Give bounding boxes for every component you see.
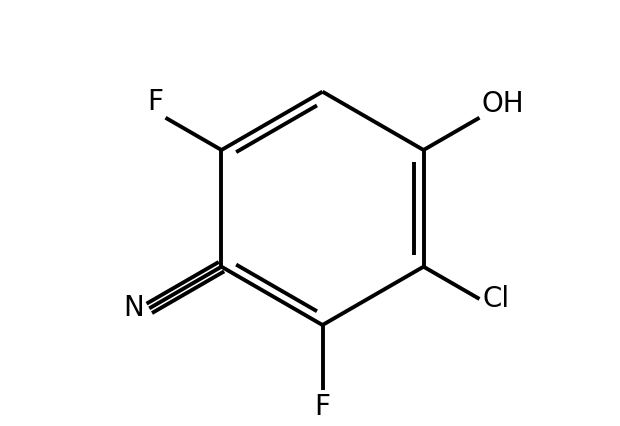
Text: F: F	[148, 88, 164, 115]
Text: OH: OH	[482, 90, 524, 118]
Text: Cl: Cl	[483, 285, 510, 313]
Text: F: F	[314, 393, 330, 421]
Text: N: N	[123, 294, 144, 322]
